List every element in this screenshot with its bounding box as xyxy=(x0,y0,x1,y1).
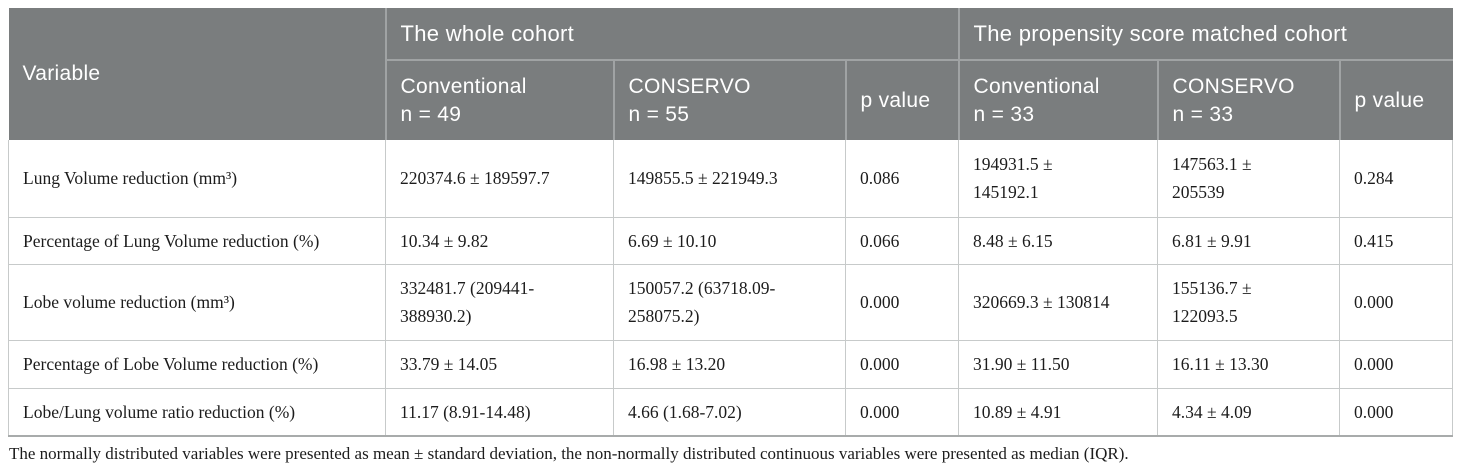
table-row: Lobe volume reduction (mm³) 332481.7 (20… xyxy=(8,263,1454,341)
value-cell: 33.79 ± 14.05 xyxy=(385,339,614,389)
header-row-columns: Conventional n = 49 CONSERVO n = 55 p va… xyxy=(9,59,1453,140)
column-sublabel: n = 33 xyxy=(1172,102,1234,126)
value-cell: 150057.2 (63718.09-258075.2) xyxy=(613,263,846,341)
value-cell: 194931.5 ± 145192.1 xyxy=(958,140,1159,218)
value-cell: 16.11 ± 13.30 xyxy=(1157,339,1341,389)
variable-cell: Lung Volume reduction (mm³) xyxy=(8,140,386,218)
column-sublabel: n = 55 xyxy=(628,102,690,126)
value-cell: 4.34 ± 4.09 xyxy=(1157,387,1341,437)
variable-cell: Percentage of Lung Volume reduction (%) xyxy=(8,216,386,265)
table-row: Percentage of Lobe Volume reduction (%) … xyxy=(8,339,1454,389)
value-cell: 320669.3 ± 130814 xyxy=(958,263,1159,341)
column-label: CONSERVO xyxy=(1172,74,1295,98)
p-value-cell: 0.000 xyxy=(844,263,960,341)
column-label: Conventional xyxy=(400,74,527,98)
p-value-cell: 0.000 xyxy=(844,339,960,389)
table-row: Percentage of Lung Volume reduction (%) … xyxy=(8,216,1454,265)
value-cell: 155136.7 ± 122093.5 xyxy=(1157,263,1341,341)
header-conservo-33: CONSERVO n = 33 xyxy=(1156,59,1341,140)
cohort-comparison-table: Variable The whole cohort The propensity… xyxy=(8,8,1454,437)
value-cell: 332481.7 (209441-388930.2) xyxy=(385,263,614,341)
p-value-cell: 0.066 xyxy=(844,216,960,265)
header-variable: Variable xyxy=(8,8,387,140)
value-cell: 31.90 ± 11.50 xyxy=(958,339,1159,389)
column-label: CONSERVO xyxy=(628,74,751,98)
header-p-value-matched: p value xyxy=(1338,59,1453,140)
table-body: Lung Volume reduction (mm³) 220374.6 ± 1… xyxy=(8,140,1454,437)
header-matched-cohort: The propensity score matched cohort xyxy=(957,8,1453,61)
value-cell: 11.17 (8.91-14.48) xyxy=(385,387,614,437)
variable-cell: Percentage of Lobe Volume reduction (%) xyxy=(8,339,386,389)
table-row: Lung Volume reduction (mm³) 220374.6 ± 1… xyxy=(8,140,1454,218)
table-header: Variable The whole cohort The propensity… xyxy=(8,8,1453,140)
column-sublabel: n = 33 xyxy=(973,102,1035,126)
header-p-value-whole: p value xyxy=(844,59,960,140)
header-row-groups: Variable The whole cohort The propensity… xyxy=(8,8,1453,140)
value-cell: 149855.5 ± 221949.3 xyxy=(613,140,846,218)
value-cell: 147563.1 ± 205539 xyxy=(1157,140,1341,218)
p-value-cell: 0.415 xyxy=(1339,216,1454,265)
value-cell: 10.89 ± 4.91 xyxy=(958,387,1159,437)
table-footnote: The normally distributed variables were … xyxy=(9,444,1129,463)
p-value-cell: 0.000 xyxy=(1339,339,1454,389)
variable-cell: Lobe/Lung volume ratio reduction (%) xyxy=(8,387,386,437)
value-cell: 10.34 ± 9.82 xyxy=(385,216,614,265)
p-value-cell: 0.000 xyxy=(1339,387,1454,437)
variable-cell: Lobe volume reduction (mm³) xyxy=(8,263,386,341)
table-row: Lobe/Lung volume ratio reduction (%) 11.… xyxy=(8,387,1454,437)
p-value-cell: 0.284 xyxy=(1339,140,1454,218)
column-label: p value xyxy=(860,88,931,112)
value-cell: 6.69 ± 10.10 xyxy=(613,216,846,265)
column-label: p value xyxy=(1354,88,1425,112)
header-conventional-49: Conventional n = 49 xyxy=(384,59,615,140)
p-value-cell: 0.000 xyxy=(1339,263,1454,341)
p-value-cell: 0.086 xyxy=(844,140,960,218)
column-label: Conventional xyxy=(973,74,1100,98)
page: Variable The whole cohort The propensity… xyxy=(8,8,1454,463)
value-cell: 6.81 ± 9.91 xyxy=(1157,216,1341,265)
header-whole-cohort: The whole cohort xyxy=(384,8,960,61)
value-cell: 4.66 (1.68-7.02) xyxy=(613,387,846,437)
value-cell: 16.98 ± 13.20 xyxy=(613,339,846,389)
header-conventional-33: Conventional n = 33 xyxy=(957,59,1159,140)
value-cell: 8.48 ± 6.15 xyxy=(958,216,1159,265)
header-conservo-55: CONSERVO n = 55 xyxy=(612,59,847,140)
column-sublabel: n = 49 xyxy=(400,102,462,126)
p-value-cell: 0.000 xyxy=(844,387,960,437)
value-cell: 220374.6 ± 189597.7 xyxy=(385,140,614,218)
